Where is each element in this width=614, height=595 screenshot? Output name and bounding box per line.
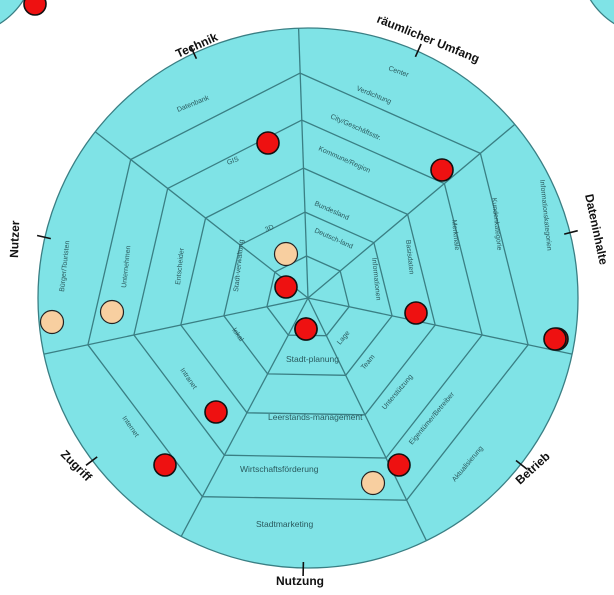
axis-label-nutzer: Nutzer: [7, 220, 22, 258]
tick-7: [189, 45, 198, 60]
heptagon-rings: [87, 72, 529, 501]
seg-nutzer-entscheider: Entscheider: [175, 247, 186, 285]
spoke-2: [307, 123, 516, 299]
spokes: [43, 28, 573, 541]
seg-technik-3d: 3D: [264, 224, 275, 234]
seg-daten-merkmale: Merkmale: [450, 219, 460, 250]
peach-marker-13: [273, 241, 299, 267]
spoke-6: [43, 297, 309, 355]
tick-6: [36, 234, 51, 240]
axis-label-nutzung: Nutzung: [276, 574, 324, 588]
seg-technik-gis: GIS: [226, 156, 240, 167]
axis-ticks: [36, 43, 578, 577]
red-marker-5: [404, 301, 428, 325]
red-marker-11: [543, 327, 567, 351]
peach-marker-16: [360, 470, 386, 496]
spoke-3: [307, 297, 573, 355]
seg-nutzung-stadtplanung: Stadt-planung: [286, 354, 339, 364]
corner-circle-right: [589, 0, 614, 25]
spoke-5: [180, 297, 309, 537]
tick-1: [414, 43, 422, 58]
seg-nutzung-wirtschaftsfoerderung: Wirtschaftsförderung: [240, 464, 319, 474]
red-marker-4: [274, 275, 298, 299]
ring-2: [223, 211, 393, 376]
spoke-7: [94, 131, 309, 299]
tick-3: [515, 459, 528, 470]
ring-4: [133, 119, 483, 459]
red-marker-2: [256, 131, 280, 155]
red-marker-1: [23, 0, 47, 16]
red-marker-10: [387, 453, 411, 477]
ring-3: [180, 167, 436, 416]
marker-layer: [23, 0, 569, 496]
tick-2: [564, 229, 578, 235]
seg-nutzung-leerstand: Leerstands-management: [268, 412, 363, 422]
ring-5: [87, 72, 529, 501]
seg-daten-basisdaten: Basisdaten: [404, 239, 415, 274]
corner-circle-left: [0, 0, 25, 25]
peach-marker-15: [99, 299, 125, 325]
seg-daten-informationen: Informationen: [370, 257, 381, 300]
axis-label-dateninhalte: Dateninhalte: [582, 193, 611, 267]
seg-nutzung-stadtmarketing: Stadtmarketing: [256, 519, 313, 529]
spoke-1: [297, 28, 309, 299]
spoke-4: [307, 297, 427, 541]
red-marker-3: [430, 158, 454, 182]
tick-5: [85, 456, 98, 466]
red-marker-12: [294, 317, 318, 341]
peach-marker-14: [39, 309, 65, 335]
seg-nutzer-unternehmen: Unternehmen: [121, 245, 132, 288]
red-marker-8: [204, 400, 228, 424]
red-marker-9: [153, 453, 177, 477]
